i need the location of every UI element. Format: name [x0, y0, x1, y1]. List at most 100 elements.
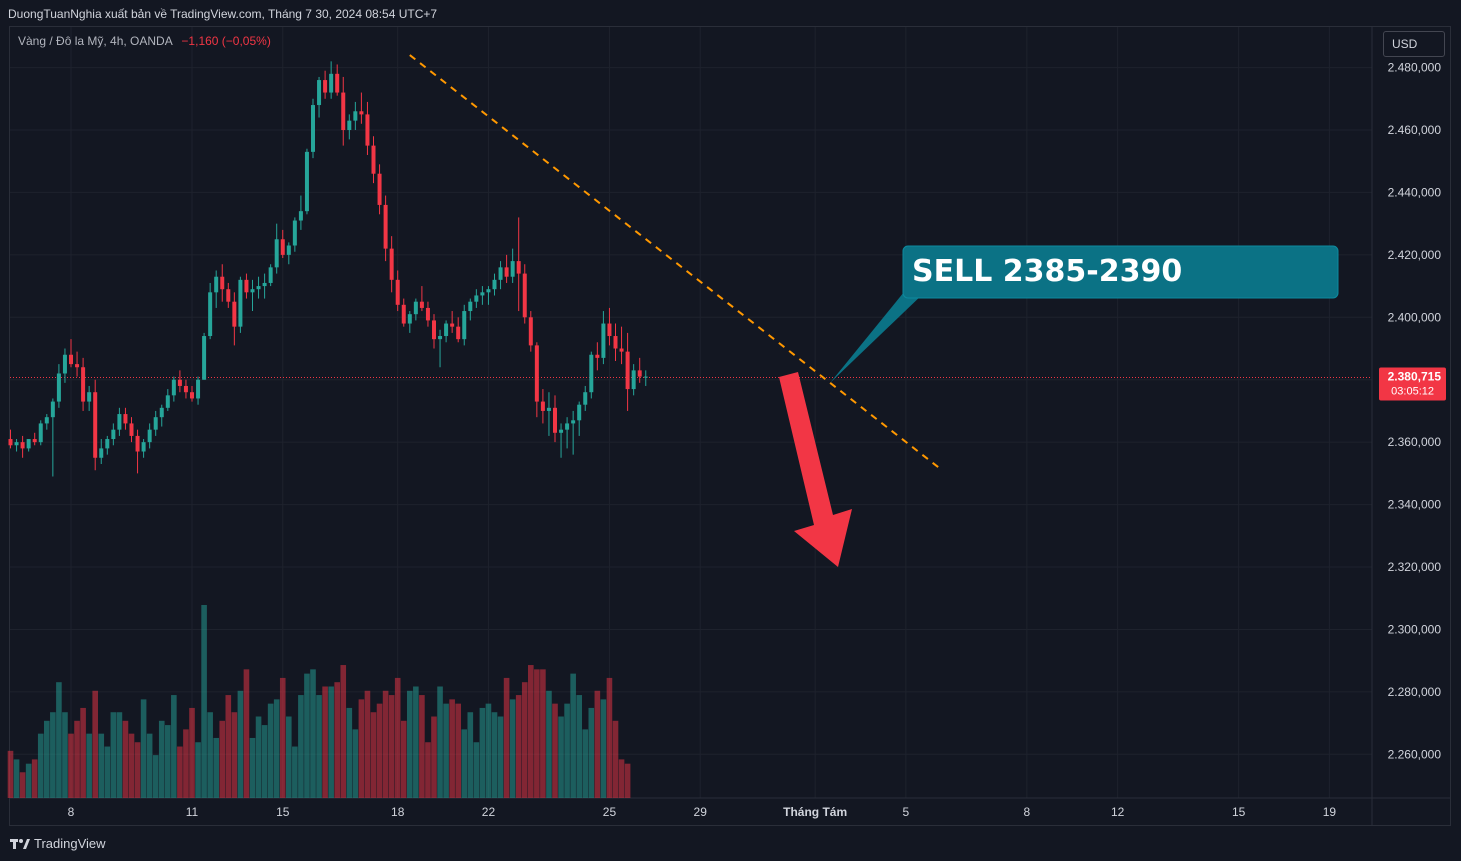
candle[interactable]: [165, 389, 170, 411]
candle[interactable]: [208, 282, 213, 340]
candle[interactable]: [105, 435, 110, 455]
candle[interactable]: [377, 164, 382, 215]
candle[interactable]: [450, 311, 455, 333]
candle[interactable]: [75, 351, 80, 377]
candle[interactable]: [480, 286, 485, 305]
candle[interactable]: [196, 376, 201, 405]
trendline-layer[interactable]: [409, 54, 943, 472]
candle[interactable]: [383, 195, 388, 262]
candle[interactable]: [123, 407, 128, 430]
candle[interactable]: [468, 298, 473, 321]
candle[interactable]: [577, 401, 582, 436]
candle[interactable]: [335, 64, 340, 96]
candle[interactable]: [498, 261, 503, 290]
candle[interactable]: [286, 242, 291, 265]
tradingview-footer[interactable]: TradingView: [10, 836, 106, 851]
candle[interactable]: [389, 236, 394, 293]
candle[interactable]: [504, 254, 509, 283]
candle[interactable]: [323, 70, 328, 99]
candle[interactable]: [595, 342, 600, 371]
candle[interactable]: [329, 61, 334, 99]
candle[interactable]: [8, 429, 13, 449]
candle[interactable]: [117, 407, 122, 436]
candle[interactable]: [44, 414, 49, 430]
candle[interactable]: [26, 439, 31, 452]
candle[interactable]: [395, 270, 400, 312]
candle[interactable]: [540, 389, 545, 424]
candle[interactable]: [311, 98, 315, 159]
candle[interactable]: [32, 432, 37, 446]
candle[interactable]: [559, 423, 564, 458]
candle[interactable]: [87, 385, 92, 411]
candle[interactable]: [159, 404, 164, 427]
candle[interactable]: [607, 307, 612, 346]
candle[interactable]: [232, 292, 237, 346]
candle[interactable]: [280, 229, 285, 258]
candle[interactable]: [625, 332, 630, 411]
candle[interactable]: [135, 429, 140, 474]
candle[interactable]: [262, 273, 267, 299]
candle[interactable]: [256, 276, 261, 299]
candle[interactable]: [419, 286, 424, 312]
candle[interactable]: [50, 398, 55, 477]
candle[interactable]: [220, 264, 225, 302]
currency-button[interactable]: USD: [1383, 31, 1445, 57]
candle[interactable]: [190, 385, 194, 402]
candle[interactable]: [250, 279, 255, 312]
candle[interactable]: [619, 326, 624, 365]
candle[interactable]: [456, 317, 461, 343]
candle[interactable]: [553, 395, 557, 443]
candle[interactable]: [226, 282, 231, 308]
time-axis[interactable]: 8 11 15 18 22 25 29 Tháng Tám 5 8 12 15 19: [68, 805, 1337, 819]
candle[interactable]: [69, 339, 73, 368]
candle[interactable]: [177, 370, 182, 393]
candle[interactable]: [492, 273, 497, 296]
candle[interactable]: [438, 329, 443, 368]
candle[interactable]: [462, 304, 467, 346]
candle[interactable]: [353, 101, 358, 131]
down-arrow-icon[interactable]: [779, 372, 852, 567]
candle[interactable]: [444, 320, 449, 343]
candle[interactable]: [56, 364, 61, 408]
candle[interactable]: [347, 114, 352, 140]
candle[interactable]: [571, 410, 576, 455]
candle[interactable]: [359, 92, 364, 124]
candle[interactable]: [141, 439, 146, 458]
candle[interactable]: [601, 311, 606, 365]
candlesticks[interactable]: [8, 61, 648, 477]
candle[interactable]: [341, 76, 346, 146]
candle[interactable]: [637, 357, 642, 383]
candle[interactable]: [298, 195, 303, 230]
candle[interactable]: [202, 332, 207, 380]
candle[interactable]: [534, 342, 539, 418]
candle[interactable]: [171, 376, 176, 402]
candle[interactable]: [238, 276, 243, 333]
candle[interactable]: [304, 148, 309, 215]
candle[interactable]: [244, 273, 249, 299]
sell-callout-box[interactable]: [902, 245, 1339, 299]
candle[interactable]: [407, 311, 412, 333]
candle[interactable]: [546, 392, 551, 436]
candle[interactable]: [474, 289, 479, 308]
candle[interactable]: [486, 286, 491, 305]
candle[interactable]: [111, 423, 116, 446]
candle[interactable]: [371, 136, 376, 184]
candle[interactable]: [613, 323, 618, 361]
candle[interactable]: [365, 101, 370, 155]
candle[interactable]: [528, 311, 533, 352]
candle[interactable]: [522, 264, 527, 324]
symbol-legend[interactable]: Vàng / Đô la Mỹ, 4h, OANDA −1,160 (−0,05…: [18, 34, 271, 48]
candle[interactable]: [317, 76, 322, 118]
candle[interactable]: [631, 364, 636, 396]
resistance-trendline[interactable]: [409, 54, 943, 472]
candle[interactable]: [38, 420, 43, 446]
candle[interactable]: [153, 410, 158, 436]
candle[interactable]: [147, 423, 152, 449]
candle[interactable]: [99, 439, 104, 465]
candle[interactable]: [425, 301, 430, 327]
candle[interactable]: [413, 298, 418, 321]
candle[interactable]: [20, 435, 25, 458]
candle[interactable]: [510, 248, 515, 283]
candle[interactable]: [401, 298, 406, 327]
candle[interactable]: [183, 379, 188, 399]
